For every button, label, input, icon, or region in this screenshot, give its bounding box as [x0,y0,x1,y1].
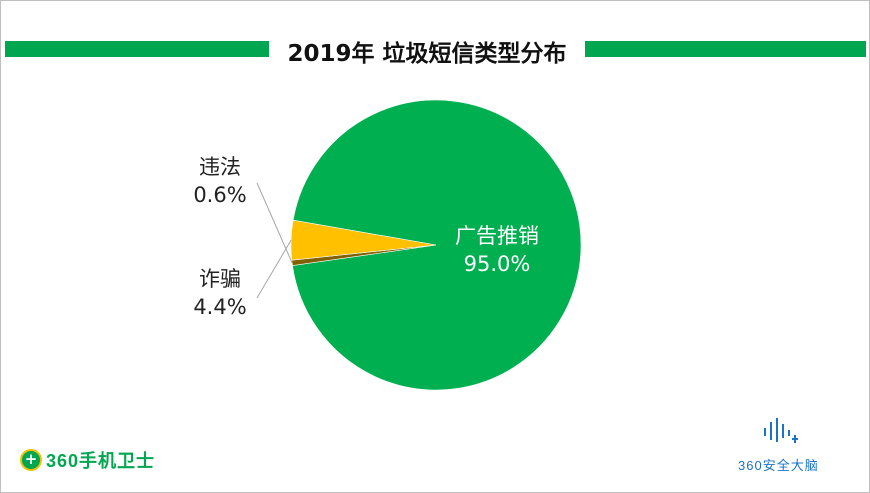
leader-line-fraud [256,239,292,299]
title-bar-left [5,41,269,57]
label-illegal: 违法 [199,155,241,179]
slice-advertising [292,99,582,391]
label-advertising: 广告推销 [455,224,539,248]
chart-title: 2019年 垃圾短信类型分布 [287,41,567,67]
logo-text-left: 360手机卫士 [46,451,156,471]
title-bar-right [585,41,866,57]
leader-line-illegal [256,182,293,264]
plus-circle-icon: + [20,449,42,471]
value-label-fraud: 4.4% [193,295,246,319]
value-label-illegal: 0.6% [193,183,246,207]
value-label-advertising: 95.0% [464,252,531,276]
label-fraud: 诈骗 [199,267,241,291]
logo-text-right: 360安全大脑 [738,458,819,473]
signal-bars-icon [764,418,798,443]
logo-360-mobile-guard: + 360手机卫士 [20,447,155,473]
